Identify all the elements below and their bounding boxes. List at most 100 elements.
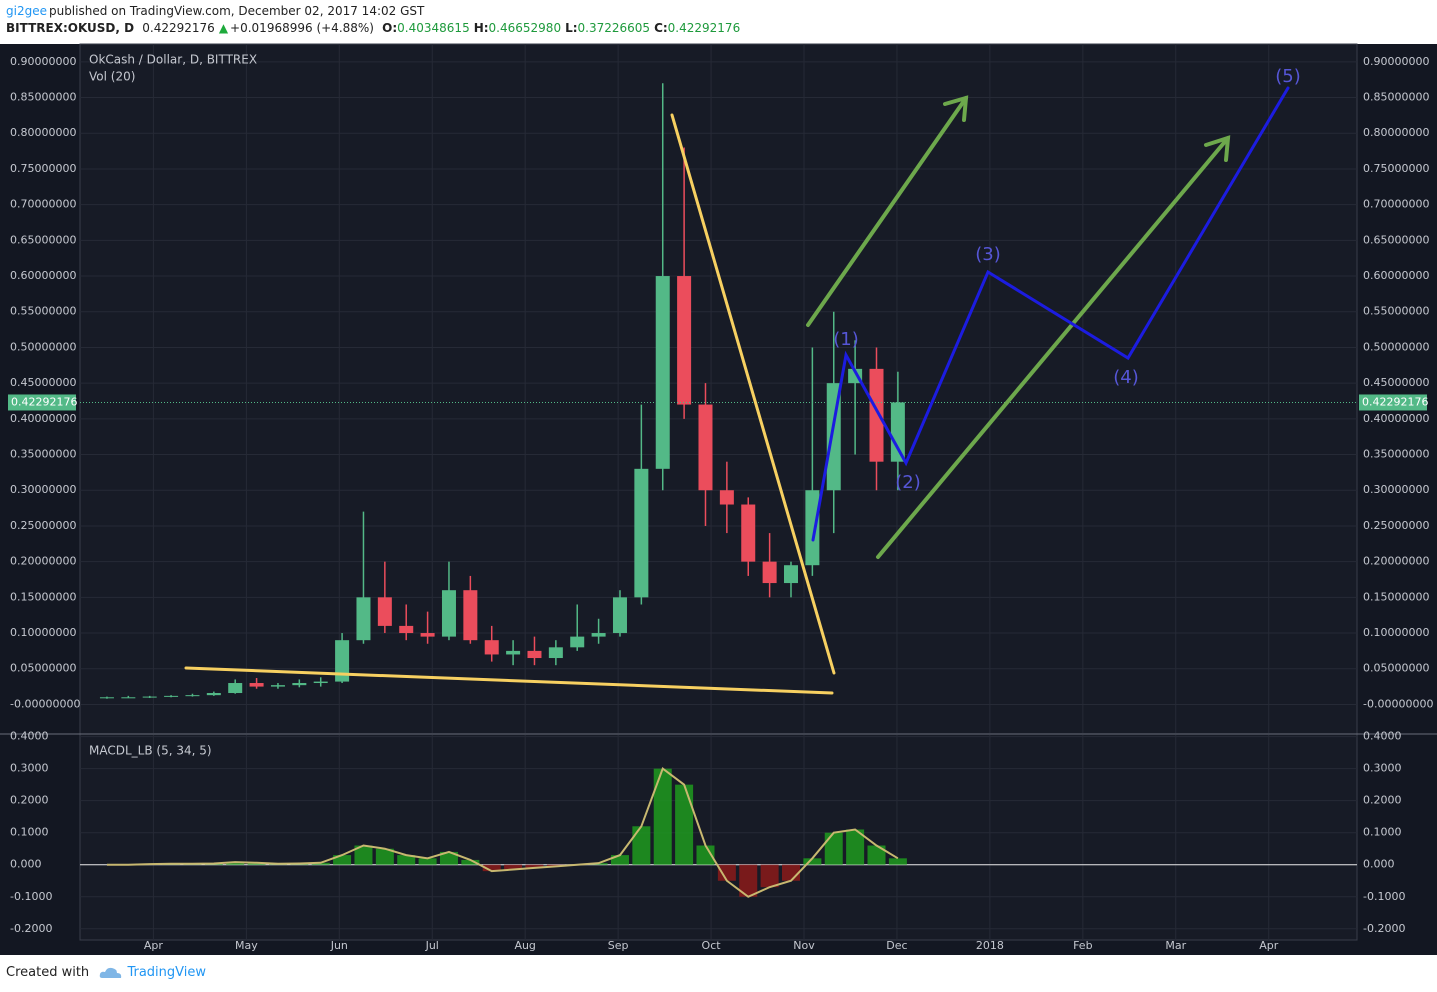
- y-tick-label: 0.65000000: [1363, 233, 1429, 246]
- macd-bar: [333, 855, 352, 865]
- y-tick-label: 0.2000: [10, 794, 49, 807]
- y-tick-label: 0.90000000: [10, 55, 76, 68]
- macd-bar: [439, 851, 458, 865]
- y-tick-label: -0.2000: [10, 922, 52, 935]
- candle-body: [206, 693, 221, 696]
- up-arrow: ▲: [218, 21, 229, 35]
- candle-body: [762, 561, 777, 584]
- price-tag-label: 0.42292176: [11, 395, 77, 408]
- wave-label: (1): [833, 329, 859, 350]
- ohlc-label: L:: [565, 21, 578, 35]
- candle-body: [591, 633, 606, 637]
- created-with: Created with: [6, 965, 90, 980]
- logo: [100, 967, 122, 978]
- y-tick-label: 0.45000000: [10, 376, 76, 389]
- x-tick-label: Apr: [1259, 939, 1279, 952]
- candle-body: [121, 697, 136, 699]
- author-link[interactable]: gi2gee: [6, 4, 47, 18]
- price-tag: [1359, 394, 1427, 411]
- y-tick-label: 0.3000: [10, 762, 49, 775]
- y-tick-label: 0.05000000: [1363, 662, 1429, 675]
- brand-link[interactable]: TradingView: [127, 965, 206, 980]
- y-tick-label: 0.000: [10, 858, 42, 871]
- arrow: [806, 96, 968, 327]
- candle-body: [698, 404, 713, 491]
- candle-body: [420, 633, 435, 637]
- y-tick-label: 0.65000000: [10, 233, 76, 246]
- drawings: [184, 86, 1290, 695]
- ohlc-label: O:: [382, 21, 398, 35]
- y-tick-label: 0.35000000: [1363, 448, 1429, 461]
- macd-bar: [653, 768, 672, 865]
- x-tick-label: Apr: [144, 939, 164, 952]
- macd-bar: [525, 864, 544, 868]
- macd-bar: [226, 862, 245, 865]
- arrow-head: [943, 95, 969, 122]
- candle-body: [677, 276, 692, 405]
- x-tick-label: Jul: [425, 939, 439, 952]
- y-tick-label: 0.1000: [1363, 826, 1402, 839]
- macd-bar: [504, 864, 523, 870]
- ohlc-value: 0.37226605: [577, 21, 651, 35]
- macd-bar: [610, 855, 629, 865]
- y-tick-label: 0.35000000: [10, 448, 76, 461]
- y-tick-label: 0.25000000: [10, 519, 76, 532]
- y-tick-label: 0.85000000: [1363, 91, 1429, 104]
- x-tick-label: 2018: [976, 939, 1004, 952]
- x-tick-label: Sep: [608, 939, 629, 952]
- y-tick-label: 0.10000000: [1363, 626, 1429, 639]
- y-tick-label: 0.90000000: [1363, 55, 1429, 68]
- candle-body: [228, 683, 243, 694]
- ohlc: O:0.40348615 H:0.46652980 L:0.37226605 C:0.…: [382, 21, 744, 35]
- candle-body: [634, 468, 649, 598]
- x-tick-label: Nov: [793, 939, 815, 952]
- y-tick-label: 0.60000000: [1363, 269, 1429, 282]
- ohlc-label: C:: [654, 21, 668, 35]
- y-tick-label: 0.55000000: [1363, 305, 1429, 318]
- vol-legend: Vol (20): [89, 70, 135, 84]
- macd-bar: [717, 864, 736, 881]
- y-tick-label: 0.40000000: [1363, 412, 1429, 425]
- candle-body: [356, 597, 371, 641]
- candle-body: [890, 402, 905, 462]
- published: published on TradingView.com, December 0…: [48, 4, 425, 18]
- candle-body: [377, 597, 392, 626]
- candle-body: [484, 640, 499, 655]
- y-tick-label: 0.70000000: [10, 198, 76, 211]
- y-tick-label: -0.00000000: [10, 697, 80, 710]
- y-tick-label: 0.45000000: [1363, 376, 1429, 389]
- grid: [80, 44, 1357, 940]
- symbol-line: BITTREX:OKUSD, D 0.42292176 ▲ +0.01968996 …: [6, 21, 748, 35]
- change: +0.01968996 (+4.88%): [230, 21, 374, 35]
- x-tick-label: Mar: [1165, 939, 1186, 952]
- macd-bar: [354, 845, 373, 865]
- candle-body: [506, 650, 521, 655]
- y-tick-label: 0.40000000: [10, 412, 76, 425]
- x-tick-label: Oct: [702, 939, 722, 952]
- y-tick-label: -0.1000: [10, 890, 52, 903]
- y-tick-label: 0.3000: [1363, 762, 1402, 775]
- y-tick-label: 0.20000000: [1363, 555, 1429, 568]
- y-tick-label: 0.80000000: [1363, 126, 1429, 139]
- ohlc-value: 0.40348615: [397, 21, 470, 35]
- candle-body: [805, 490, 820, 566]
- y-tick-label: 0.4000: [1363, 730, 1402, 743]
- candle-body: [655, 276, 670, 469]
- y-tick-label: 0.30000000: [1363, 483, 1429, 496]
- wave-path: [811, 86, 1290, 542]
- candle-body: [612, 597, 627, 634]
- arrow: [876, 136, 1230, 559]
- macd-bar: [461, 859, 480, 865]
- y-tick-label: 0.75000000: [10, 162, 76, 175]
- macd-bar: [760, 864, 779, 888]
- main-title: OkCash / Dollar, D, BITTREX: [89, 53, 257, 67]
- y-tick-label: 0.70000000: [1363, 198, 1429, 211]
- y-tick-label: 0.10000000: [10, 626, 76, 639]
- macd-bar: [397, 855, 416, 865]
- y-tick-label: 0.80000000: [10, 126, 76, 139]
- price-tag-label: 0.42292176: [1362, 395, 1428, 408]
- y-tick-label: 0.4000: [10, 730, 49, 743]
- macd-bar: [867, 845, 886, 865]
